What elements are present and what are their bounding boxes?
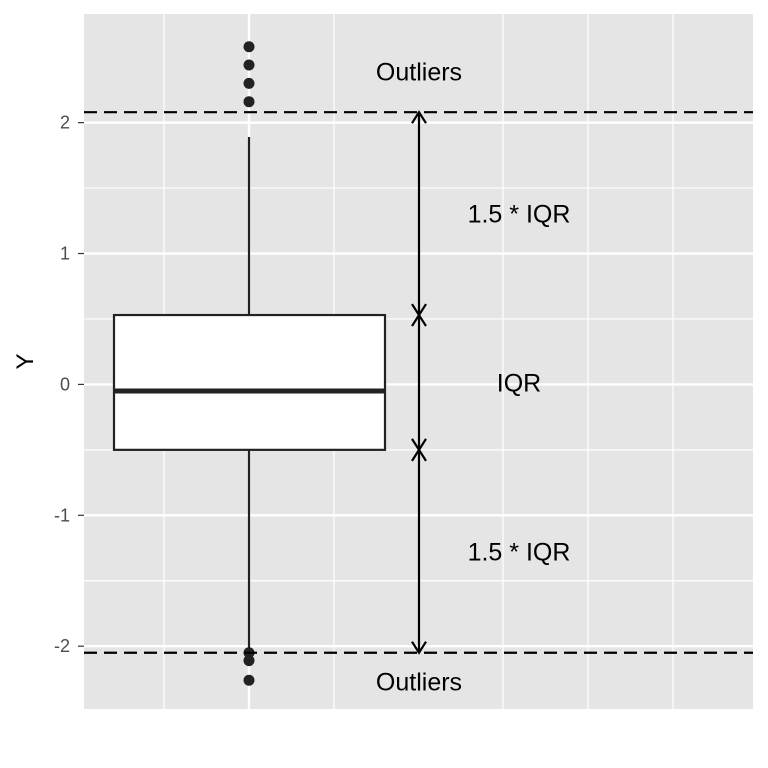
bracket-label: 1.5 * IQR [468,201,571,229]
y-tick-label: 1 [60,244,70,264]
outlier-point [243,59,255,71]
y-tick-label: -2 [54,636,70,656]
y-tick-label: 0 [60,374,70,394]
iqr-box [112,313,387,451]
y-tick-label: -1 [54,505,70,525]
bracket-arrowhead-up [411,110,427,124]
bracket-arrowhead-up [411,312,427,327]
y-tick-label: 2 [60,113,70,133]
bracket-arrowhead-down [411,641,427,655]
outlier-point [243,674,255,686]
outlier-point [243,655,255,667]
bracket-label: IQR [497,369,541,397]
outlier-point [243,77,255,89]
outlier-point [243,96,255,108]
y-axis-title: Y [12,353,39,369]
bracket-arrowhead-up [411,447,427,462]
outlier-point [243,41,255,53]
bracket-label: 1.5 * IQR [468,538,571,566]
outliers-annotation: Outliers [376,669,462,697]
outliers-annotation: Outliers [376,59,462,87]
